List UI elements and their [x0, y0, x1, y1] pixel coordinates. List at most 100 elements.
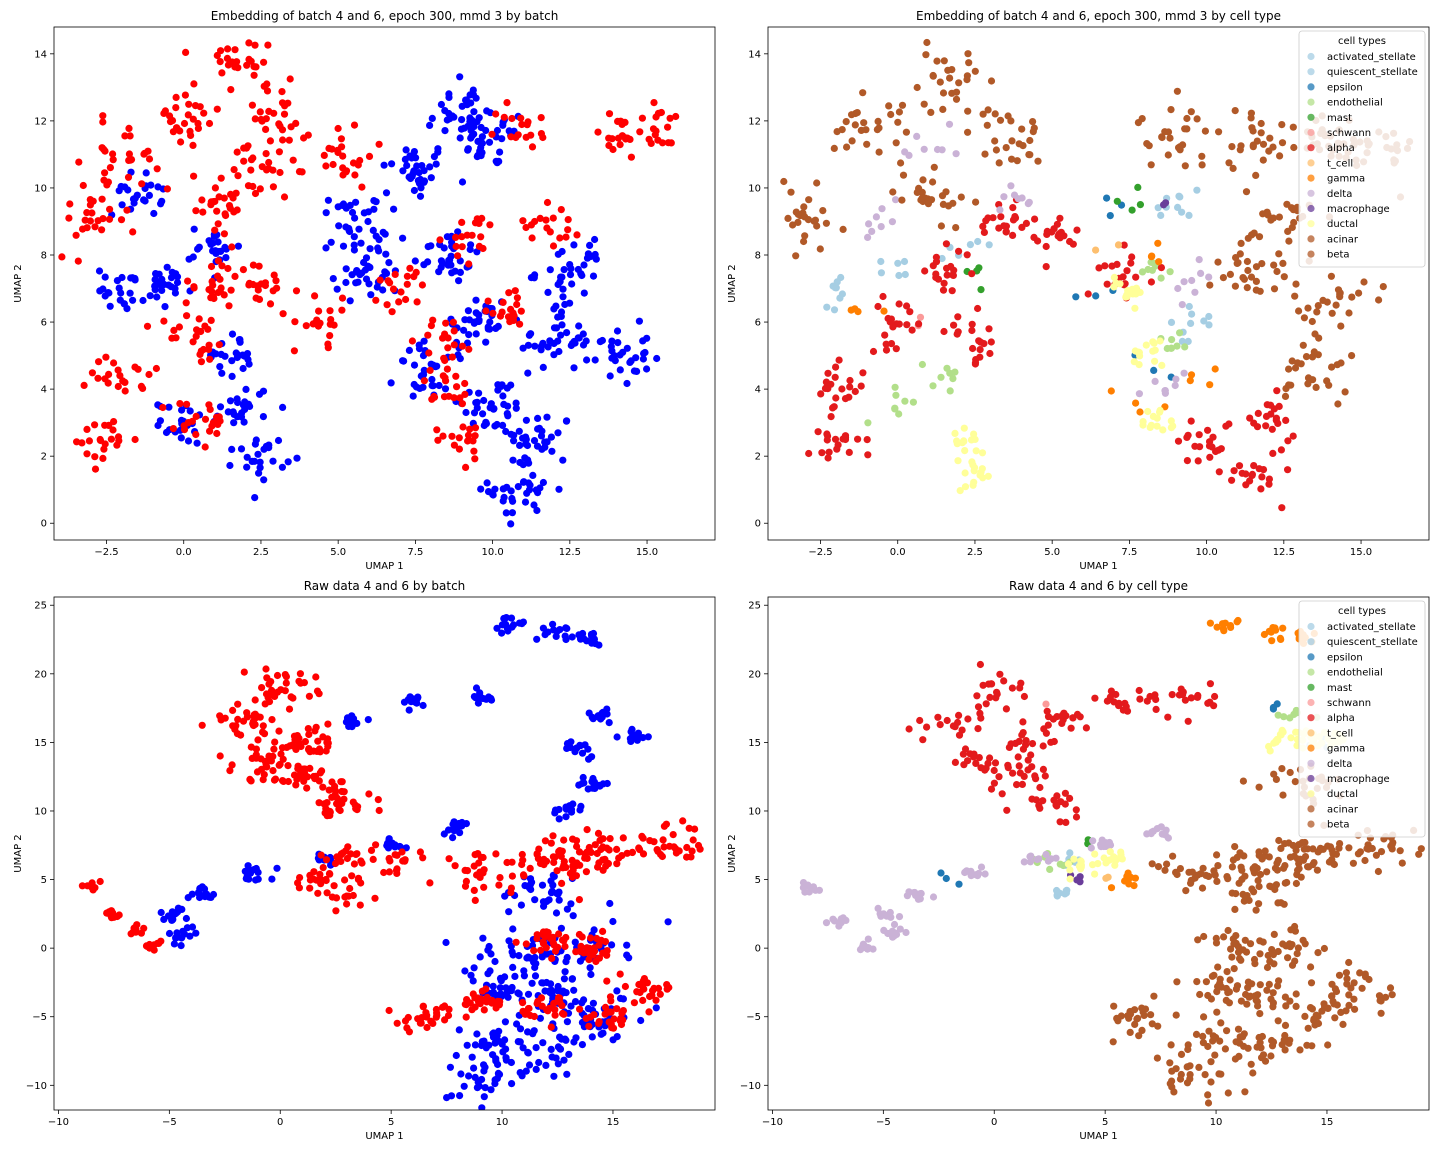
data-point — [513, 300, 521, 309]
data-point — [350, 233, 358, 241]
data-point — [562, 624, 570, 632]
data-point — [606, 835, 614, 843]
data-point — [1255, 851, 1263, 860]
data-point — [427, 322, 435, 330]
data-point — [471, 994, 479, 1002]
data-point — [882, 346, 891, 354]
data-point — [1268, 425, 1276, 433]
x-tick-label: 5 — [1102, 1117, 1108, 1128]
data-point — [170, 940, 178, 948]
data-point — [395, 298, 403, 306]
data-point — [250, 63, 258, 71]
data-point — [484, 970, 492, 978]
data-point — [964, 715, 972, 723]
data-point — [486, 221, 494, 229]
data-point — [467, 99, 475, 107]
legend-label: endothelial — [1327, 98, 1383, 109]
data-point — [562, 813, 570, 821]
data-point — [324, 720, 332, 728]
legend-marker — [1307, 128, 1315, 137]
y-tick-label: −10 — [740, 1081, 761, 1092]
data-point — [981, 870, 989, 878]
data-point — [464, 307, 472, 315]
data-point — [110, 913, 118, 921]
data-point — [1274, 856, 1282, 865]
data-point — [568, 633, 576, 641]
data-point — [1087, 844, 1095, 852]
data-point — [1281, 1046, 1289, 1054]
data-point — [105, 421, 113, 429]
data-point — [228, 372, 236, 380]
data-point — [1026, 136, 1034, 145]
data-point — [568, 280, 576, 288]
data-point — [924, 200, 933, 208]
data-point — [324, 196, 332, 204]
data-point — [133, 191, 141, 199]
y-tick-label: 12 — [34, 116, 47, 127]
data-point — [1242, 470, 1250, 478]
data-point — [895, 271, 903, 280]
data-point — [537, 946, 545, 954]
data-point — [616, 1017, 625, 1025]
data-point — [1155, 258, 1163, 266]
data-point — [608, 1024, 616, 1032]
data-point — [1252, 263, 1261, 271]
data-point — [1314, 1019, 1323, 1028]
data-point — [902, 128, 911, 136]
data-point — [688, 847, 696, 855]
data-point — [613, 1005, 621, 1013]
data-point — [471, 424, 480, 432]
data-point — [354, 874, 363, 882]
data-point — [1014, 753, 1022, 761]
scatter-points — [58, 39, 680, 528]
data-point — [456, 394, 464, 402]
data-point — [273, 284, 281, 292]
data-point — [241, 867, 249, 875]
data-point — [509, 437, 518, 445]
data-point — [1335, 844, 1343, 852]
data-point — [126, 289, 134, 297]
data-point — [1242, 188, 1251, 196]
data-point — [513, 1020, 521, 1028]
data-point — [1355, 289, 1363, 297]
data-point — [916, 313, 925, 321]
data-point — [1008, 137, 1016, 145]
data-point — [605, 719, 613, 727]
data-point — [347, 850, 355, 858]
data-point — [230, 410, 238, 418]
data-point — [522, 433, 530, 441]
data-point — [159, 403, 167, 412]
data-point — [180, 422, 188, 430]
data-point — [508, 114, 516, 123]
data-point — [877, 257, 885, 266]
data-point — [244, 862, 252, 870]
legend-label: delta — [1327, 759, 1352, 770]
data-point — [554, 1060, 562, 1068]
data-point — [458, 400, 466, 408]
data-point — [586, 241, 594, 249]
data-point — [794, 210, 802, 218]
data-point — [444, 344, 452, 352]
data-point — [216, 58, 224, 66]
data-point — [964, 50, 972, 58]
data-point — [1398, 859, 1406, 867]
data-point — [1056, 214, 1064, 222]
data-point — [1062, 887, 1070, 895]
data-point — [541, 987, 549, 995]
x-tick-label: −10 — [762, 1117, 783, 1128]
data-point — [953, 437, 961, 445]
data-point — [1126, 1028, 1134, 1036]
data-point — [331, 782, 339, 791]
data-point — [456, 829, 464, 837]
data-point — [225, 302, 233, 310]
data-point — [564, 226, 572, 234]
data-point — [118, 273, 126, 282]
data-point — [357, 239, 365, 247]
data-point — [546, 266, 554, 274]
data-point — [364, 217, 372, 226]
data-point — [162, 428, 171, 437]
data-point — [979, 474, 987, 482]
data-point — [1272, 738, 1280, 746]
data-point — [939, 105, 947, 113]
data-point — [998, 790, 1006, 798]
